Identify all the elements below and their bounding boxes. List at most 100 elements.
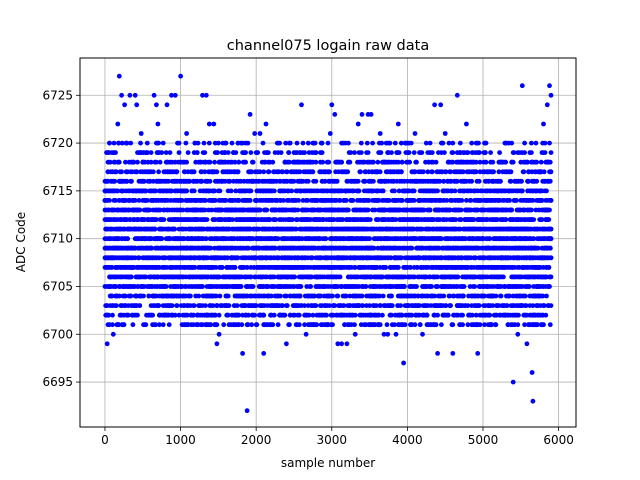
data-point — [135, 312, 140, 318]
data-point — [228, 188, 234, 194]
data-point — [313, 178, 319, 184]
data-point — [111, 140, 117, 146]
data-point — [261, 169, 267, 175]
data-point — [110, 322, 115, 328]
data-point — [206, 140, 212, 146]
data-point — [153, 188, 159, 194]
data-point — [355, 178, 361, 184]
data-point — [116, 140, 121, 146]
data-point — [232, 159, 238, 165]
data-point — [107, 198, 112, 203]
data-point — [112, 178, 118, 184]
data-point — [221, 322, 227, 328]
data-point — [207, 178, 213, 184]
data-point — [216, 140, 221, 146]
data-point — [282, 312, 288, 318]
data-point — [208, 245, 214, 251]
data-point — [144, 150, 150, 156]
data-point — [225, 150, 231, 156]
data-point — [113, 150, 118, 156]
data-point — [244, 265, 250, 270]
data-point — [375, 159, 381, 165]
data-point — [239, 322, 245, 328]
data-point — [200, 284, 205, 289]
data-point — [143, 188, 149, 194]
data-point — [249, 169, 255, 175]
data-point — [174, 303, 180, 308]
data-point — [392, 188, 397, 194]
data-point — [172, 226, 177, 232]
data-point — [141, 293, 146, 299]
data-point — [214, 169, 220, 175]
data-point — [365, 207, 371, 213]
data-point — [295, 207, 301, 213]
data-point — [129, 274, 134, 280]
data-point — [225, 255, 230, 261]
data-point — [379, 140, 385, 146]
data-point — [163, 150, 169, 156]
data-point — [157, 159, 163, 165]
data-point — [395, 265, 401, 270]
data-point — [249, 322, 255, 328]
data-point — [134, 169, 140, 175]
data-point — [352, 150, 357, 156]
data-point — [116, 159, 122, 165]
data-point — [238, 284, 244, 289]
data-point — [383, 265, 388, 270]
data-point — [169, 188, 174, 194]
data-point — [411, 188, 417, 194]
data-point — [233, 188, 239, 194]
data-point — [409, 245, 415, 251]
data-point — [270, 159, 276, 165]
data-point — [109, 293, 115, 299]
data-point — [107, 140, 112, 146]
data-point — [358, 140, 364, 146]
data-point — [296, 322, 302, 328]
data-point — [277, 140, 282, 146]
data-point — [248, 150, 254, 156]
data-point — [235, 169, 241, 175]
data-point — [113, 284, 118, 289]
data-point — [217, 293, 223, 299]
data-point — [148, 159, 154, 165]
data-point — [358, 169, 363, 175]
data-point — [130, 322, 136, 328]
data-point — [116, 322, 121, 328]
data-point — [213, 265, 219, 270]
data-point — [380, 293, 386, 299]
data-point — [196, 293, 202, 299]
data-point — [119, 140, 125, 146]
data-point — [248, 188, 254, 194]
data-point — [324, 312, 329, 318]
data-point — [298, 284, 304, 289]
data-point — [236, 312, 242, 318]
data-point — [107, 159, 113, 165]
data-point — [246, 312, 252, 318]
data-point — [346, 207, 351, 213]
data-point — [110, 312, 115, 318]
data-point — [253, 303, 259, 308]
data-point — [223, 198, 229, 203]
data-point — [187, 178, 193, 184]
data-point — [389, 303, 395, 308]
data-point — [113, 198, 118, 203]
data-point — [271, 312, 277, 318]
data-point — [195, 140, 201, 146]
data-point — [305, 178, 311, 184]
data-point — [160, 140, 166, 146]
data-point — [245, 322, 251, 328]
data-point — [377, 169, 383, 175]
data-point — [268, 293, 274, 299]
data-point — [185, 150, 191, 156]
data-point — [137, 207, 143, 213]
data-point — [371, 178, 376, 184]
data-point — [208, 322, 214, 328]
data-point — [245, 140, 251, 146]
data-point — [214, 303, 220, 308]
data-point — [255, 150, 261, 156]
data-point — [129, 178, 134, 184]
data-point — [149, 245, 155, 251]
data-point — [202, 150, 208, 156]
data-point — [261, 312, 267, 318]
data-point — [185, 312, 190, 318]
